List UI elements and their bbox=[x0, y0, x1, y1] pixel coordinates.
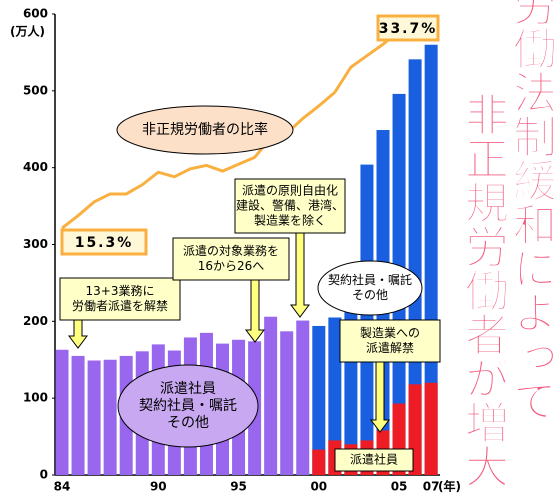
bar bbox=[71, 355, 85, 475]
x-tick-label: 05 bbox=[391, 480, 408, 494]
annotation-box bbox=[334, 448, 414, 472]
bar bbox=[408, 59, 422, 475]
annotation-box bbox=[59, 277, 181, 321]
annotation-text: 13+3業務に bbox=[86, 284, 155, 298]
y-tick-label: 200 bbox=[23, 314, 48, 328]
y-tick-label: 100 bbox=[23, 391, 48, 405]
annotation-shape bbox=[117, 364, 259, 448]
headline: 労働法制緩和によって bbox=[505, 0, 554, 422]
annotation-text: 派遣の原則自由化 bbox=[242, 183, 338, 198]
y-tick-label: 400 bbox=[23, 160, 48, 174]
x-tick-label: 95 bbox=[230, 480, 247, 494]
bar bbox=[328, 317, 342, 475]
annotation-box bbox=[234, 178, 346, 234]
arrow bbox=[370, 361, 390, 433]
annotation-text: 非正規労働者の比率 bbox=[142, 121, 268, 138]
arrow bbox=[245, 279, 265, 343]
bar bbox=[312, 325, 326, 475]
headline: 非正規労働者が増大 bbox=[457, 92, 509, 488]
annotation-text: その他 bbox=[352, 288, 388, 302]
bar bbox=[103, 359, 117, 475]
y-tick-label: 0 bbox=[40, 468, 48, 482]
annotation-text: 契約社員・嘱託 bbox=[139, 398, 237, 414]
x-unit: (年) bbox=[438, 479, 461, 494]
bar bbox=[296, 320, 310, 475]
bar bbox=[424, 382, 438, 475]
value-label-box bbox=[376, 14, 440, 42]
x-tick-label: 90 bbox=[150, 480, 167, 494]
annotation-text: 派遣解禁 bbox=[366, 340, 414, 355]
value-label: 33.7% bbox=[379, 21, 438, 37]
annotation-shape bbox=[317, 260, 423, 316]
arrow bbox=[290, 231, 310, 318]
annotation-text: 派遣社員 bbox=[160, 381, 216, 397]
annotation-text: 労働者派遣を解禁 bbox=[72, 298, 168, 313]
x-tick-label: 07 bbox=[423, 480, 440, 494]
annotation-shape bbox=[116, 105, 294, 155]
ratio-line bbox=[61, 16, 432, 230]
annotation-text: 製造業への bbox=[360, 326, 420, 340]
annotation-text: 製造業を除く bbox=[254, 213, 326, 228]
annotation-text: その他 bbox=[167, 415, 209, 431]
annotation-text: 契約社員・嘱託 bbox=[328, 272, 412, 287]
value-label: 15.3% bbox=[75, 235, 134, 251]
x-tick-label: 00 bbox=[310, 480, 327, 494]
bar bbox=[312, 449, 326, 475]
bar bbox=[280, 331, 294, 475]
annotation-text: 派遣の対象業務を bbox=[183, 243, 279, 258]
y-tick-label: 500 bbox=[23, 83, 48, 97]
arrow bbox=[68, 319, 88, 349]
annotation-text: 派遣社員 bbox=[350, 452, 398, 467]
bar bbox=[424, 44, 438, 475]
annotation-box bbox=[172, 237, 290, 281]
bar bbox=[55, 349, 69, 475]
x-tick-label: 84 bbox=[54, 480, 71, 494]
annotation-box bbox=[339, 319, 441, 363]
value-label-box bbox=[60, 228, 148, 256]
bar bbox=[264, 316, 278, 475]
annotation-text: 16から26へ bbox=[198, 259, 265, 273]
bar bbox=[87, 360, 101, 475]
y-tick-label: 600 bbox=[23, 7, 48, 21]
y-tick-label: 300 bbox=[23, 237, 48, 251]
y-unit: (万人) bbox=[10, 24, 45, 39]
annotation-text: 建設、警備、港湾、 bbox=[236, 198, 344, 213]
